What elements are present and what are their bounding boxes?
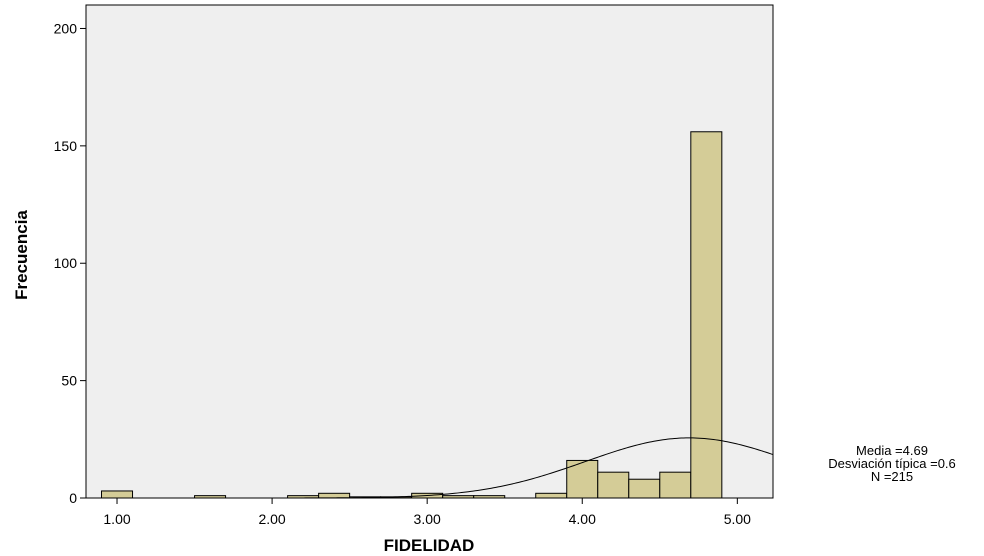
y-tick-label-0: 0 [69,490,77,506]
histogram-bar-7 [442,495,475,499]
stats-std-dev: Desviación típica =0.6 [828,456,956,471]
normal-curve [86,437,774,499]
x-tick-label-3: 4.00 [569,511,596,527]
y-tick-label-1: 50 [61,373,77,389]
histogram-bar-9 [535,492,568,499]
stats-n: N =215 [870,469,914,483]
x-axis: 1.00 2.00 3.00 4.00 5.00 [103,498,751,527]
x-tick-label-0: 1.00 [103,511,130,527]
y-tick-label-3: 150 [54,138,78,154]
y-axis-title: Frecuencia [12,210,31,300]
plot-area [85,4,774,499]
histogram-bar-13 [659,471,692,499]
x-axis-title: FIDELIDAD [384,536,475,555]
x-tick-label-2: 3.00 [414,511,441,527]
y-tick-label-4: 200 [54,20,78,36]
histogram-bar-0 [101,490,134,499]
y-tick-label-2: 100 [54,255,78,271]
histogram-bar-11 [597,471,630,499]
statistics-box: Media =4.69 Desviación típica =0.6 N =21… [800,444,984,483]
histogram-bar-12 [628,478,661,499]
histogram-bar-8 [473,495,506,499]
histogram-bar-14 [690,131,723,499]
x-tick-label-4: 5.00 [724,511,751,527]
x-tick-label-1: 2.00 [258,511,285,527]
stats-mean: Media =4.69 [856,444,928,458]
y-axis: 0 50 100 150 200 [54,20,86,506]
